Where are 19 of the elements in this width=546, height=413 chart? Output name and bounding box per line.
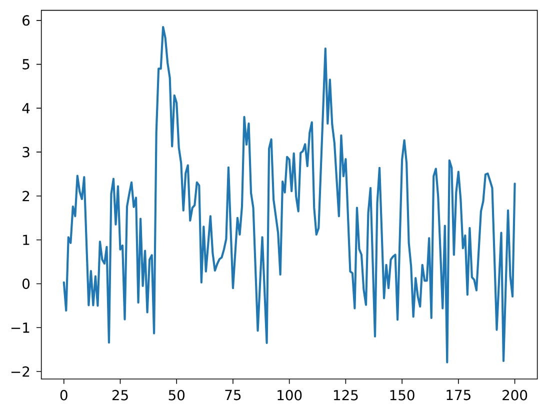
y-tick-label: 4	[22, 103, 30, 114]
x-tick-label: 150	[390, 390, 414, 400]
x-tick-label: 0	[60, 390, 68, 400]
x-tick-label: 200	[502, 390, 528, 400]
y-tick-label: 1	[23, 234, 30, 245]
y-tick-label: 0	[22, 278, 30, 289]
y-tick-label: 5	[22, 59, 30, 70]
y-tick-label: 2	[22, 190, 30, 202]
line-series	[62, 26, 516, 364]
x-tick-label: 75	[225, 390, 241, 400]
y-tick-label: −1	[11, 322, 30, 333]
x-tick-label: 25	[112, 390, 128, 400]
x-tick-label: 175	[446, 390, 470, 400]
y-tick-label: −2	[11, 366, 30, 377]
y-tick-label: 6	[22, 15, 30, 26]
x-tick-label: 100	[278, 390, 302, 400]
x-tick-label: 125	[334, 390, 358, 400]
x-tick-label: 50	[168, 390, 185, 400]
y-tick-label: 3	[22, 146, 30, 158]
